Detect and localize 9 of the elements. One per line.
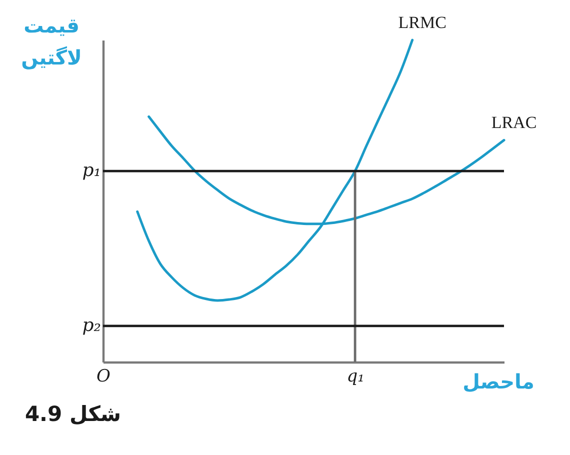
y-axis-title: قیمت لاگتیں <box>21 14 82 70</box>
series-label: LRAC <box>491 113 537 132</box>
ref-line-label: p₁ <box>82 160 101 182</box>
x-tick-label: O <box>96 366 111 386</box>
series-label: LRMC <box>398 13 446 32</box>
text: شکل 4.9 <box>24 402 122 426</box>
x-axis-title: ماحصل <box>462 370 534 394</box>
x-tick-label: q₁ <box>346 366 364 386</box>
ref-line-label: p₂ <box>82 314 101 336</box>
